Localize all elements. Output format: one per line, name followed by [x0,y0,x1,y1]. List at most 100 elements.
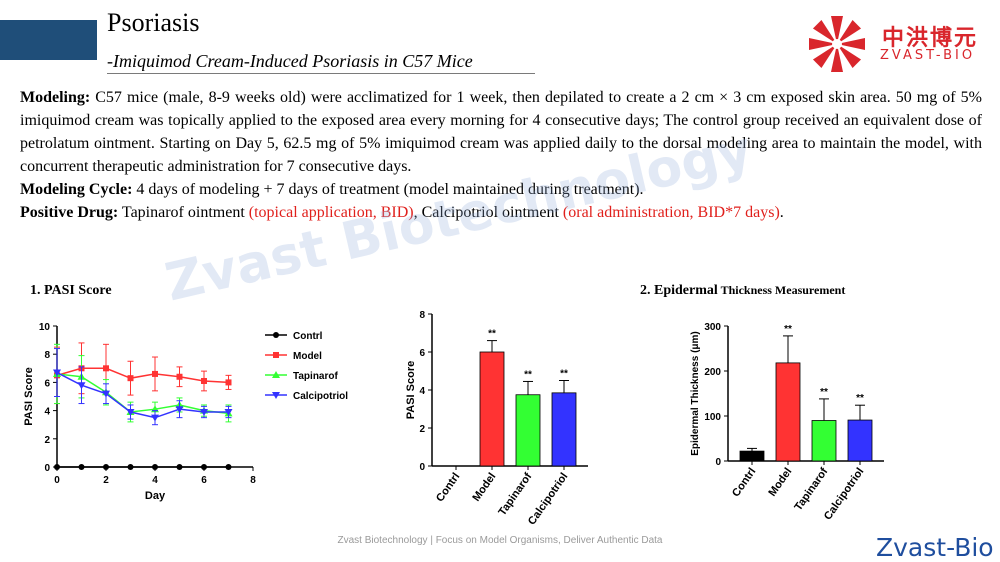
chart-title-epidermal-main: 2. Epidermal [640,283,718,298]
description-block: Modeling: C57 mice (male, 8-9 weeks old)… [20,86,982,224]
drug-route-2: (oral administration, BID*7 days) [562,204,780,221]
data-point [127,464,134,470]
data-point [176,373,183,380]
modeling-label: Modeling: [20,89,91,106]
footer-tagline: Zvast Biotechnology | Focus on Model Org… [337,535,663,546]
chart-title-pasi: 1. PASI Score [30,283,112,298]
bar-contrl [739,450,765,462]
series-line-tapinarof [56,373,229,415]
significance-label: ** [488,329,496,340]
y-tick-label: 4 [419,386,425,397]
data-point [103,365,109,372]
logo-text-en: ZVAST-BIO [880,48,976,63]
x-tick-label: 6 [201,475,207,486]
y-axis-label: Epidermal Thickness (μm) [690,331,701,456]
modeling-text: C57 mice (male, 8-9 weeks old) were accl… [20,89,982,175]
footer-brand: Zvast-Bio [876,533,994,562]
bar-model [479,351,505,467]
x-tick-label-model: Model [470,471,498,504]
y-tick-label: 0 [44,463,50,474]
significance-label: ** [524,369,532,380]
y-tick-label: 10 [39,322,51,333]
legend-marker [272,371,280,378]
legend-label-tapinarof: Tapinarof [293,371,338,382]
data-point [225,464,232,470]
data-point [102,390,110,398]
cycle-label: Modeling Cycle: [20,181,133,198]
legend-label-calcipotriol: Calcipotriol [293,391,348,402]
y-tick-label: 2 [44,435,50,446]
data-point [126,409,135,417]
legend-label-model: Model [293,351,322,362]
page-title: Psoriasis [107,8,200,37]
series-line-model [56,367,229,384]
data-point [54,464,60,470]
data-point [175,406,184,414]
bar-calcipotriol [847,419,873,462]
significance-label: ** [856,393,864,404]
subtitle-underline [107,73,535,74]
y-tick-label: 8 [419,310,425,321]
y-tick-label: 6 [44,378,50,389]
y-axis-label: PASI Score [405,361,417,420]
cycle-text: 4 days of modeling + 7 days of treatment… [132,181,644,198]
data-point [78,464,85,470]
data-point [103,464,109,470]
x-tick-label: 2 [103,475,109,486]
page-subtitle: -Imiquimod Cream-Induced Psoriasis in C5… [107,51,473,71]
data-point [225,379,232,386]
logo-text-cn: 中洪博元 [882,26,979,51]
x-axis-label: Day [145,490,166,502]
significance-label: ** [820,387,828,398]
modeling-paragraph: Modeling: C57 mice (male, 8-9 weeks old)… [20,86,982,178]
drug-paragraph: Positive Drug: Tapinarof ointment (topic… [20,201,982,224]
data-point [53,369,61,377]
data-point [201,377,207,384]
data-point [151,414,159,422]
cycle-paragraph: Modeling Cycle: 4 days of modeling + 7 d… [20,178,982,201]
header-accent-bar [0,20,97,60]
drug-text-1: Tapinarof ointment [118,204,249,221]
y-tick-label: 2 [419,424,425,435]
data-point [176,464,183,470]
x-tick-label: 0 [54,475,60,486]
drug-route-1: (topical application, BID) [248,204,414,221]
drug-text-2: , Calcipotriol ointment [413,204,563,221]
drug-end: . [779,204,784,221]
x-tick-label-tapinarof: Tapinarof [496,471,534,519]
bar-tapinarof [515,394,541,467]
y-tick-label: 8 [44,350,50,361]
legend-marker [273,352,279,358]
legend-marker [272,392,280,399]
chart-title-epidermal: 2. Epidermal Thickness Measurement [640,283,845,299]
y-tick-label: 4 [44,407,50,418]
data-point [152,464,158,470]
y-tick-label: 0 [715,457,721,468]
y-tick-label: 6 [419,348,425,359]
x-tick-label: 8 [250,475,256,486]
y-tick-label: 200 [704,367,721,378]
x-tick-label: 4 [152,475,158,486]
x-tick-label-tapinarof: Tapinarof [792,466,830,514]
x-tick-label-contrl: Contrl [730,466,758,499]
bar-tapinarof [811,420,837,462]
legend-marker [273,332,279,338]
bar-calcipotriol [551,392,577,467]
chart-title-epidermal-rest: Thickness Measurement [717,283,846,297]
x-tick-label-model: Model [766,466,794,499]
data-point [201,464,207,470]
significance-label: ** [784,324,792,335]
bar-model [775,362,801,462]
y-tick-label: 300 [704,322,721,333]
significance-label: ** [560,369,568,380]
x-tick-label-contrl: Contrl [434,471,462,504]
data-point [77,382,86,390]
pasi-bar-chart: 0 2 4 6 8 PASI Score Contrl ** Model ** Tapinarof *… [405,310,588,527]
y-tick-label: 0 [419,462,425,473]
series-line-calcipotriol [56,371,229,419]
data-point [200,409,208,417]
y-tick-label: 100 [704,412,721,423]
data-point [152,370,158,377]
data-point [127,375,134,382]
